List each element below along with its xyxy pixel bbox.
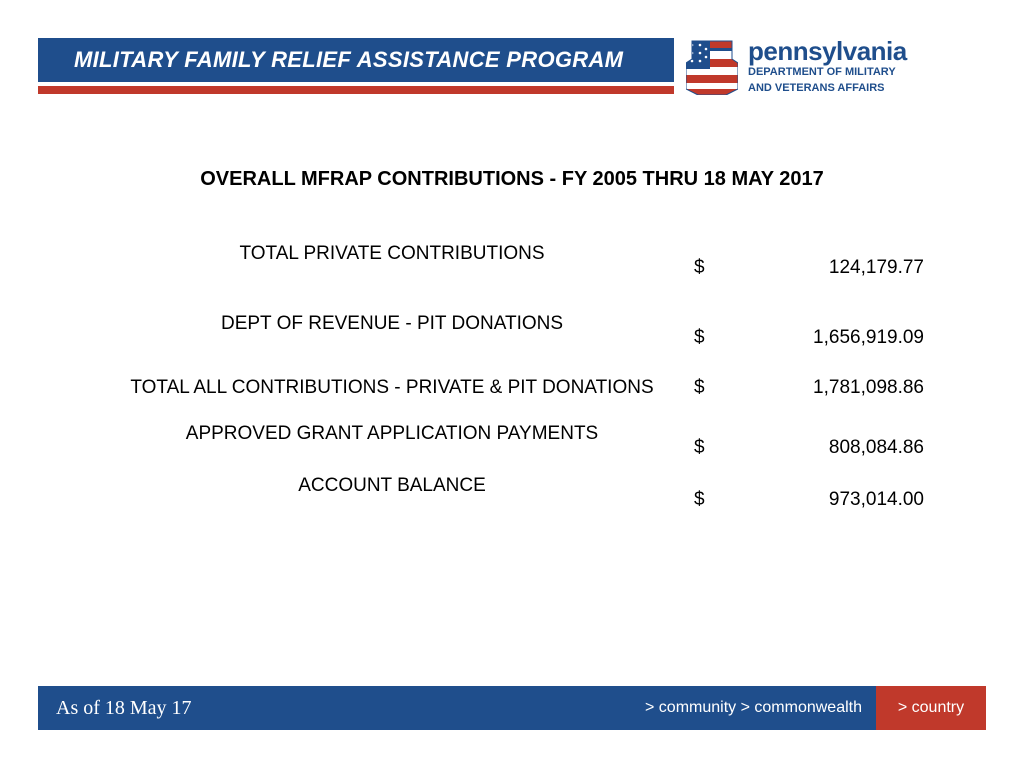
amount: 973,014.00 xyxy=(774,489,924,511)
footer-breadcrumb-blue: > community > commonwealth xyxy=(645,699,862,717)
footer: As of 18 May 17 > community > commonweal… xyxy=(38,686,986,730)
row-label: ACCOUNT BALANCE xyxy=(100,475,694,497)
table-row: ACCOUNT BALANCE $ 973,014.00 xyxy=(100,475,924,511)
header-title-bar: MILITARY FAMILY RELIEF ASSISTANCE PROGRA… xyxy=(38,38,674,82)
logo: pennsylvania DEPARTMENT OF MILITARY AND … xyxy=(686,38,986,96)
content-subtitle: OVERALL MFRAP CONTRIBUTIONS - FY 2005 TH… xyxy=(60,168,964,191)
keystone-flag-icon xyxy=(686,39,738,95)
currency-symbol: $ xyxy=(694,437,705,459)
row-value: $ 973,014.00 xyxy=(694,475,924,511)
row-value: $ 808,084.86 xyxy=(694,423,924,459)
header-bar-wrap: MILITARY FAMILY RELIEF ASSISTANCE PROGRA… xyxy=(38,38,674,96)
row-label: APPROVED GRANT APPLICATION PAYMENTS xyxy=(100,423,694,445)
footer-red-bar: > country xyxy=(876,686,986,730)
table-row: TOTAL PRIVATE CONTRIBUTIONS $ 124,179.77 xyxy=(100,243,924,279)
row-label: TOTAL ALL CONTRIBUTIONS - PRIVATE & PIT … xyxy=(100,377,694,399)
amount: 1,781,098.86 xyxy=(774,377,924,399)
amount: 124,179.77 xyxy=(774,257,924,279)
logo-text: pennsylvania DEPARTMENT OF MILITARY AND … xyxy=(748,38,907,96)
table-row: TOTAL ALL CONTRIBUTIONS - PRIVATE & PIT … xyxy=(100,377,924,399)
content: OVERALL MFRAP CONTRIBUTIONS - FY 2005 TH… xyxy=(60,168,964,511)
data-rows: TOTAL PRIVATE CONTRIBUTIONS $ 124,179.77… xyxy=(60,243,964,511)
logo-dept-line2: AND VETERANS AFFAIRS xyxy=(748,82,907,96)
logo-state-name: pennsylvania xyxy=(748,38,907,64)
footer-breadcrumb-red: > country xyxy=(898,699,964,717)
table-row: DEPT OF REVENUE - PIT DONATIONS $ 1,656,… xyxy=(100,313,924,349)
currency-symbol: $ xyxy=(694,377,705,399)
amount: 808,084.86 xyxy=(774,437,924,459)
footer-blue-bar: As of 18 May 17 > community > commonweal… xyxy=(38,686,876,730)
currency-symbol: $ xyxy=(694,327,705,349)
header: MILITARY FAMILY RELIEF ASSISTANCE PROGRA… xyxy=(38,38,986,96)
logo-dept-line1: DEPARTMENT OF MILITARY xyxy=(748,66,907,80)
row-label: DEPT OF REVENUE - PIT DONATIONS xyxy=(100,313,694,335)
row-value: $ 1,781,098.86 xyxy=(694,377,924,399)
table-row: APPROVED GRANT APPLICATION PAYMENTS $ 80… xyxy=(100,423,924,459)
row-value: $ 124,179.77 xyxy=(694,243,924,279)
currency-symbol: $ xyxy=(694,257,705,279)
footer-asof-date: As of 18 May 17 xyxy=(56,697,192,720)
currency-symbol: $ xyxy=(694,489,705,511)
header-accent-stripe xyxy=(38,86,674,94)
row-value: $ 1,656,919.09 xyxy=(694,313,924,349)
page-title: MILITARY FAMILY RELIEF ASSISTANCE PROGRA… xyxy=(74,47,623,73)
amount: 1,656,919.09 xyxy=(774,327,924,349)
row-label: TOTAL PRIVATE CONTRIBUTIONS xyxy=(100,243,694,265)
